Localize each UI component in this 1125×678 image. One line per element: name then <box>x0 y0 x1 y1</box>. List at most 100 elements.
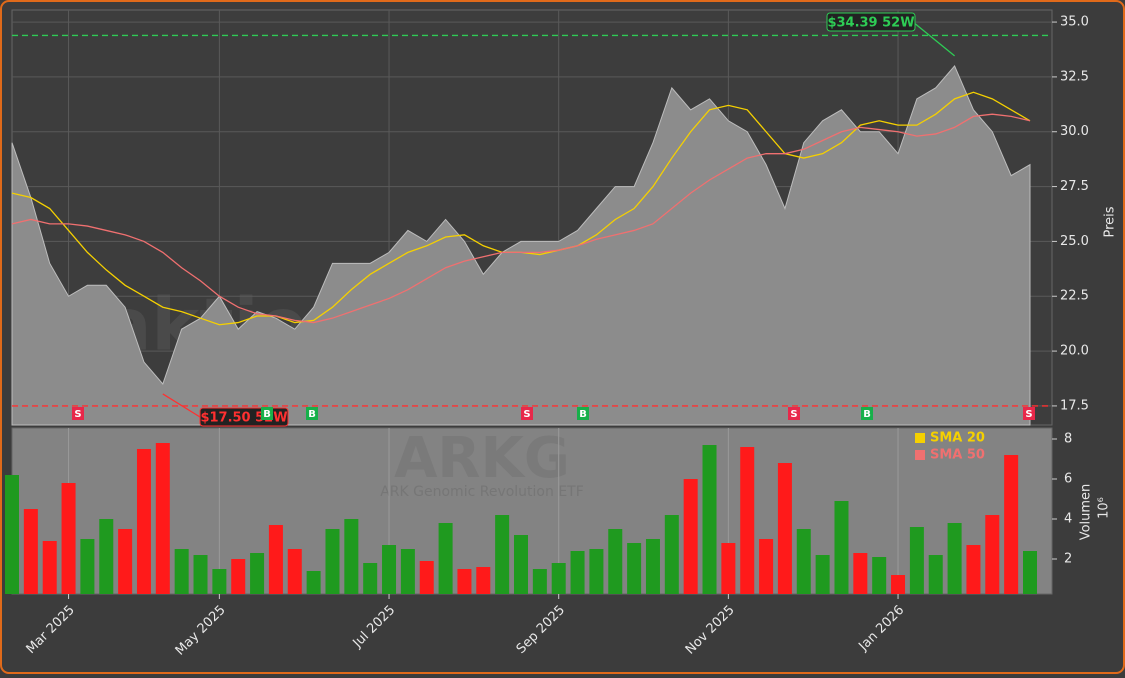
volume-bar <box>570 551 585 594</box>
annotation-label: $34.39 52W <box>827 16 914 31</box>
volume-bar <box>344 519 359 594</box>
volume-bar <box>759 539 774 594</box>
y-tick-label: 22.5 <box>1060 289 1089 304</box>
signal-marker <box>261 407 273 420</box>
signal-label: S <box>74 409 81 420</box>
volume-bar <box>155 443 170 594</box>
volume-bar <box>909 527 924 594</box>
volume-bar <box>382 545 397 594</box>
volume-bar <box>514 535 528 594</box>
volume-bar <box>99 519 114 594</box>
legend-swatch <box>915 450 925 460</box>
volume-bar <box>966 545 981 594</box>
volume-bar <box>834 501 849 594</box>
sma-line <box>11 113 1031 324</box>
volume-bar <box>664 515 679 594</box>
signal-label: S <box>1025 409 1032 420</box>
signal-marker <box>72 407 84 420</box>
signal-label: B <box>308 409 316 420</box>
signal-label: B <box>863 409 871 420</box>
signal-label: B <box>263 409 271 420</box>
volume-bar <box>740 447 755 594</box>
volume-bar <box>136 449 151 594</box>
volume-bar <box>118 529 133 594</box>
volume-bar <box>495 515 510 594</box>
volume-bar <box>796 529 811 594</box>
volume-bar <box>928 555 943 594</box>
volume-bar <box>721 543 736 594</box>
signal-marker <box>306 407 318 420</box>
signal-label: S <box>523 409 530 420</box>
y-tick-label: 20.0 <box>1060 344 1089 359</box>
volume-bar <box>61 483 76 594</box>
signal-marker <box>521 407 533 420</box>
legend-swatch <box>915 433 925 443</box>
volume-bar <box>5 475 19 594</box>
y-tick-label: 25.0 <box>1060 234 1089 249</box>
volume-bar <box>1004 455 1019 594</box>
volume-bar <box>193 555 208 594</box>
volume-bar <box>250 553 265 594</box>
y-tick-label: 27.5 <box>1060 179 1089 194</box>
signal-label: S <box>790 409 797 420</box>
y-tick-label: 2 <box>1064 552 1072 567</box>
volume-bar <box>532 569 547 594</box>
signal-marker <box>577 407 589 420</box>
volume-bar <box>287 549 302 594</box>
volume-bar <box>80 539 95 594</box>
legend-label: SMA 20 <box>930 431 985 446</box>
volume-bar <box>419 561 434 594</box>
y-tick-label: 6 <box>1064 472 1072 487</box>
legend-label: SMA 50 <box>930 448 985 463</box>
y-axis-label: Volumen <box>1079 484 1094 541</box>
y-axis-label: Preis <box>1103 206 1118 237</box>
annotation-arrow <box>912 21 956 57</box>
watermark: ARKG <box>394 426 570 491</box>
volume-bar <box>1023 551 1037 594</box>
volume-bar <box>400 549 415 594</box>
volume-bar <box>457 569 472 594</box>
signal-marker <box>788 407 800 420</box>
watermark-subtitle: ARK Genomic Revolution ETF <box>380 484 584 500</box>
volume-bar <box>551 563 566 594</box>
y-tick-label: 30.0 <box>1060 124 1089 139</box>
y-tick-label: 17.5 <box>1060 398 1089 413</box>
volume-bar <box>212 569 227 594</box>
signal-marker <box>1023 407 1035 420</box>
volume-bar <box>476 567 491 594</box>
annotation-arrow <box>162 393 201 418</box>
volume-bar <box>608 529 623 594</box>
y-tick-label: 8 <box>1064 432 1072 447</box>
volume-bar <box>174 549 189 594</box>
volume-bar <box>231 559 246 594</box>
price-area <box>11 64 1031 426</box>
signal-marker <box>861 407 873 420</box>
annotation-label: $17.50 52W <box>200 411 287 426</box>
annotation-box <box>826 12 916 32</box>
volume-bar <box>645 539 660 594</box>
volume-bar <box>683 479 698 594</box>
volume-bar <box>438 523 453 594</box>
volume-bar <box>891 575 906 594</box>
volume-bar <box>627 543 642 594</box>
y-tick-label: 32.5 <box>1060 69 1089 84</box>
volume-bar <box>872 557 887 594</box>
y-tick-label: 35.0 <box>1060 15 1089 30</box>
signal-label: B <box>579 409 587 420</box>
volume-bar <box>306 571 321 594</box>
volume-bar <box>985 515 1000 594</box>
volume-bar <box>589 549 604 594</box>
volume-bar <box>777 463 792 594</box>
volume-bar <box>268 525 283 594</box>
volume-bar <box>325 529 340 594</box>
volume-bar <box>23 509 38 594</box>
scale-label: 10⁶ <box>1097 497 1112 519</box>
volume-bar <box>363 563 378 594</box>
volume-bar <box>42 541 57 594</box>
volume-bar <box>947 523 962 594</box>
volume-bar <box>702 445 717 594</box>
volume-bar <box>853 553 868 594</box>
y-tick-label: 4 <box>1064 512 1072 527</box>
volume-bar <box>815 555 830 594</box>
